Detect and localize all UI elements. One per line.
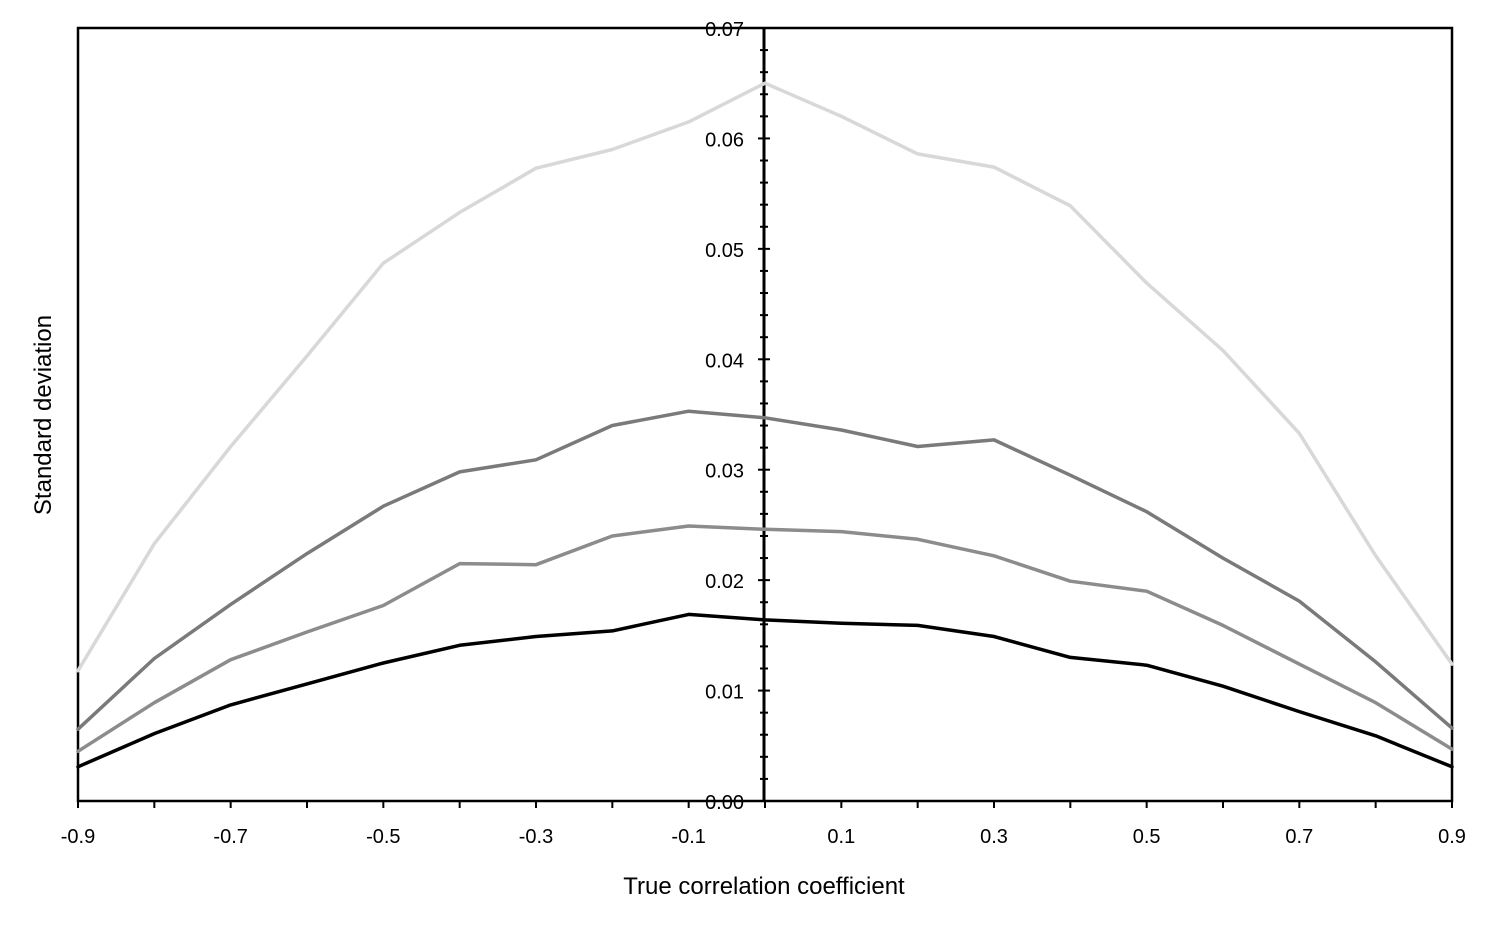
y-tick-label: 0.06: [705, 129, 744, 151]
series-line-2: [76, 409, 1454, 731]
x-tick-label: -0.5: [366, 826, 400, 848]
x-tick-label: 0.7: [1285, 826, 1313, 848]
x-tick-label: 0.3: [980, 826, 1008, 848]
y-axis: [758, 27, 770, 802]
y-tick-label: 0.07: [705, 19, 744, 41]
y-tick-label: 0.05: [705, 240, 744, 262]
y-tick-label: 0.02: [705, 571, 744, 593]
y-tick-label: 0.01: [705, 682, 744, 704]
y-axis-title: Standard deviation: [30, 315, 57, 515]
y-tick-labels: 0.00 0.01 0.02 0.03 0.04 0.05 0.06 0.07: [705, 19, 744, 814]
x-tick-label: 0.9: [1438, 826, 1466, 848]
series-layer: [76, 81, 1454, 769]
y-tick-label: 0.00: [705, 792, 744, 814]
x-tick-label: -0.9: [61, 826, 95, 848]
x-tick-labels: -0.9 -0.7 -0.5 -0.3 -0.1 0.1 0.3 0.5 0.7 0.9: [61, 826, 1466, 848]
y-tick-label: 0.03: [705, 461, 744, 483]
series-line-3: [76, 524, 1454, 754]
x-axis-title: True correlation coefficient: [623, 873, 905, 900]
series-line-4: [76, 612, 1454, 769]
y-tick-label: 0.04: [705, 350, 744, 372]
x-tick-label: 0.1: [827, 826, 855, 848]
x-tick-label: -0.3: [519, 826, 553, 848]
x-tick-label: -0.1: [671, 826, 705, 848]
x-tick-label: 0.5: [1133, 826, 1161, 848]
x-axis-ticks: [77, 801, 1453, 808]
series-line-1: [76, 81, 1454, 673]
x-tick-label: -0.7: [213, 826, 247, 848]
